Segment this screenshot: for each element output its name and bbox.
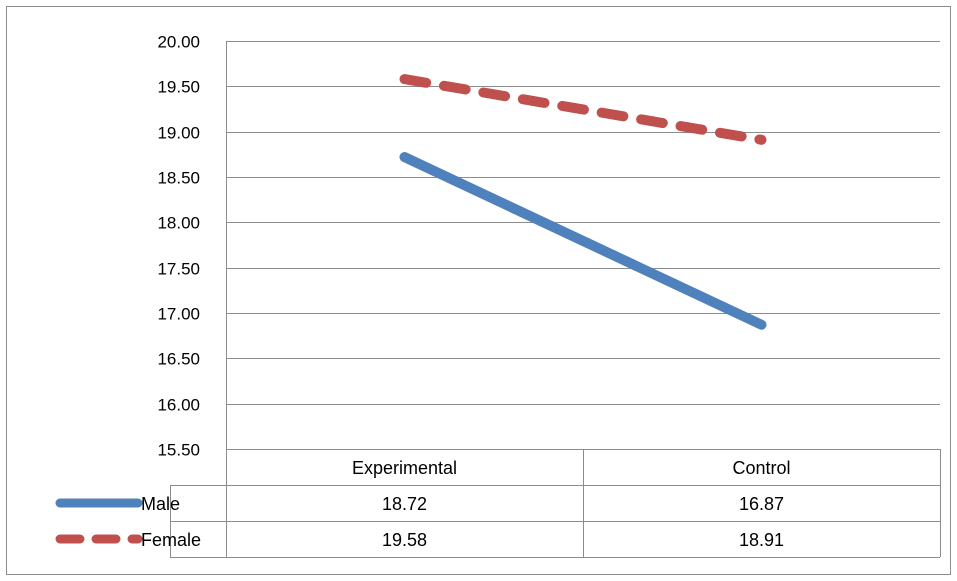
y-axis: 20.00 19.50 19.00 18.50 18.00 17.50 17.00 16.50… (157, 33, 227, 460)
category-label: Experimental (352, 458, 457, 478)
y-tick-label: 18.00 (157, 214, 200, 233)
y-tick-label: 16.00 (157, 396, 200, 415)
legend-label: Male (141, 494, 180, 514)
y-tick-label: 19.00 (157, 124, 200, 143)
data-label: 18.91 (739, 530, 784, 550)
series-line-female (399, 74, 767, 145)
data-label: 18.72 (382, 494, 427, 514)
data-label: 19.58 (382, 530, 427, 550)
gridlines (226, 41, 940, 405)
y-tick-label: 16.50 (157, 350, 200, 369)
y-tick-label: 17.50 (157, 260, 200, 279)
category-label: Control (732, 458, 790, 478)
data-label: 16.87 (739, 494, 784, 514)
y-tick-label: 17.00 (157, 305, 200, 324)
y-tick-label: 19.50 (157, 78, 200, 97)
y-tick-label: 15.50 (157, 441, 200, 460)
chart-border (6, 6, 951, 575)
series-lines (399, 74, 767, 330)
y-tick-label: 20.00 (157, 33, 200, 52)
legend-label: Female (141, 530, 201, 550)
data-table: Experimental Control Male 18.72 16.87 Female 1… (55, 449, 941, 558)
y-tick-label: 18.50 (157, 169, 200, 188)
series-line-male (399, 152, 767, 330)
